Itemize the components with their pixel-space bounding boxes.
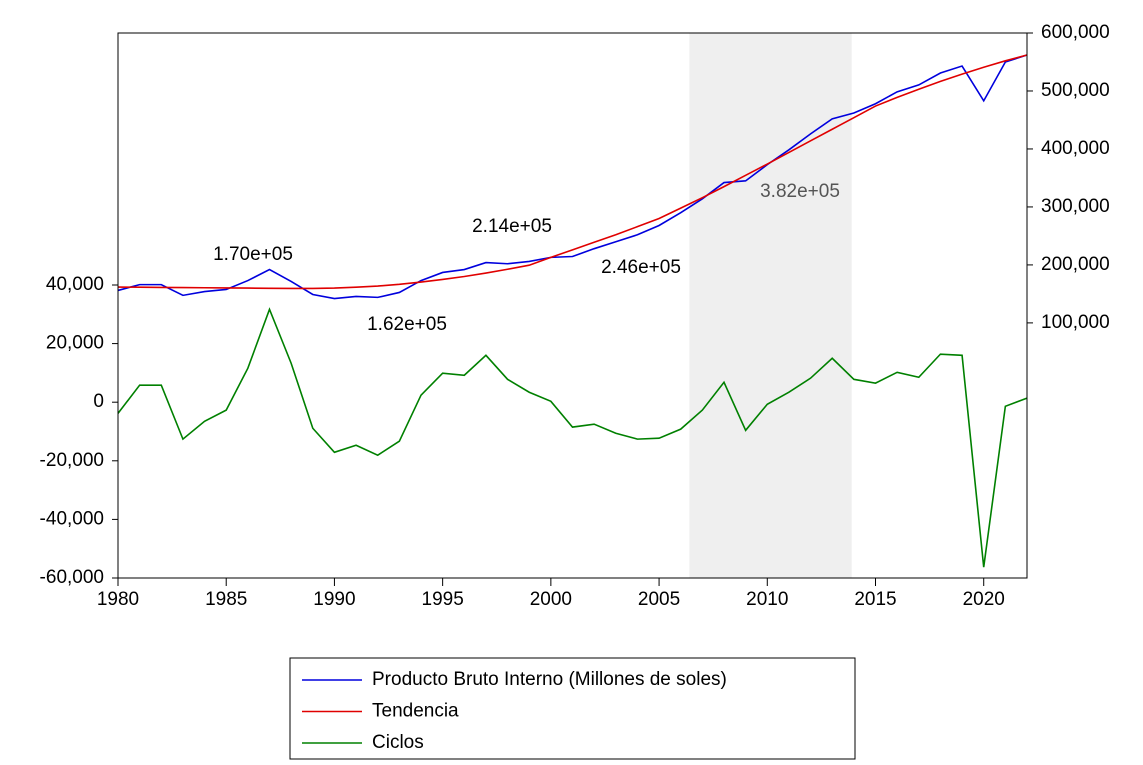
annotation: 2.46e+05: [601, 257, 681, 278]
annotation: 1.70e+05: [213, 244, 293, 265]
y-tick-label: -60,000: [40, 567, 104, 588]
legend-box: [289, 657, 856, 760]
annotation: 2.14e+05: [472, 216, 552, 237]
y2-tick-label: 500,000: [1041, 80, 1110, 101]
series-line: [117, 54, 1028, 290]
y-tick-label: 40,000: [46, 274, 104, 295]
y-tick-label: 20,000: [46, 333, 104, 354]
y2-tick-label: 400,000: [1041, 138, 1110, 159]
x-tick-label: 1980: [97, 589, 139, 610]
x-tick-label: 2000: [530, 589, 572, 610]
plot-frame: [117, 32, 1028, 579]
x-tick-label: 2020: [963, 589, 1005, 610]
y2-tick-label: 100,000: [1041, 312, 1110, 333]
series-line: [117, 307, 1028, 568]
y-tick-label: 0: [93, 391, 104, 412]
legend-label: Producto Bruto Interno (Millones de sole…: [372, 669, 727, 690]
annotation: 3.82e+05: [760, 181, 840, 202]
y2-tick-label: 300,000: [1041, 196, 1110, 217]
y-tick-label: -20,000: [40, 450, 104, 471]
x-tick-label: 1995: [422, 589, 464, 610]
y2-tick-label: 600,000: [1041, 22, 1110, 43]
x-tick-label: 2005: [638, 589, 680, 610]
annotation: 1.62e+05: [367, 314, 447, 335]
x-tick-label: 1990: [313, 589, 355, 610]
legend-label: Tendencia: [372, 701, 459, 722]
x-tick-label: 1985: [205, 589, 247, 610]
shaded-period: [689, 33, 852, 578]
x-tick-label: 2010: [746, 589, 788, 610]
legend-label: Ciclos: [372, 732, 424, 753]
y-tick-label: -40,000: [40, 508, 104, 529]
x-tick-label: 2015: [854, 589, 896, 610]
y2-tick-label: 200,000: [1041, 254, 1110, 275]
series-line: [117, 54, 1028, 300]
